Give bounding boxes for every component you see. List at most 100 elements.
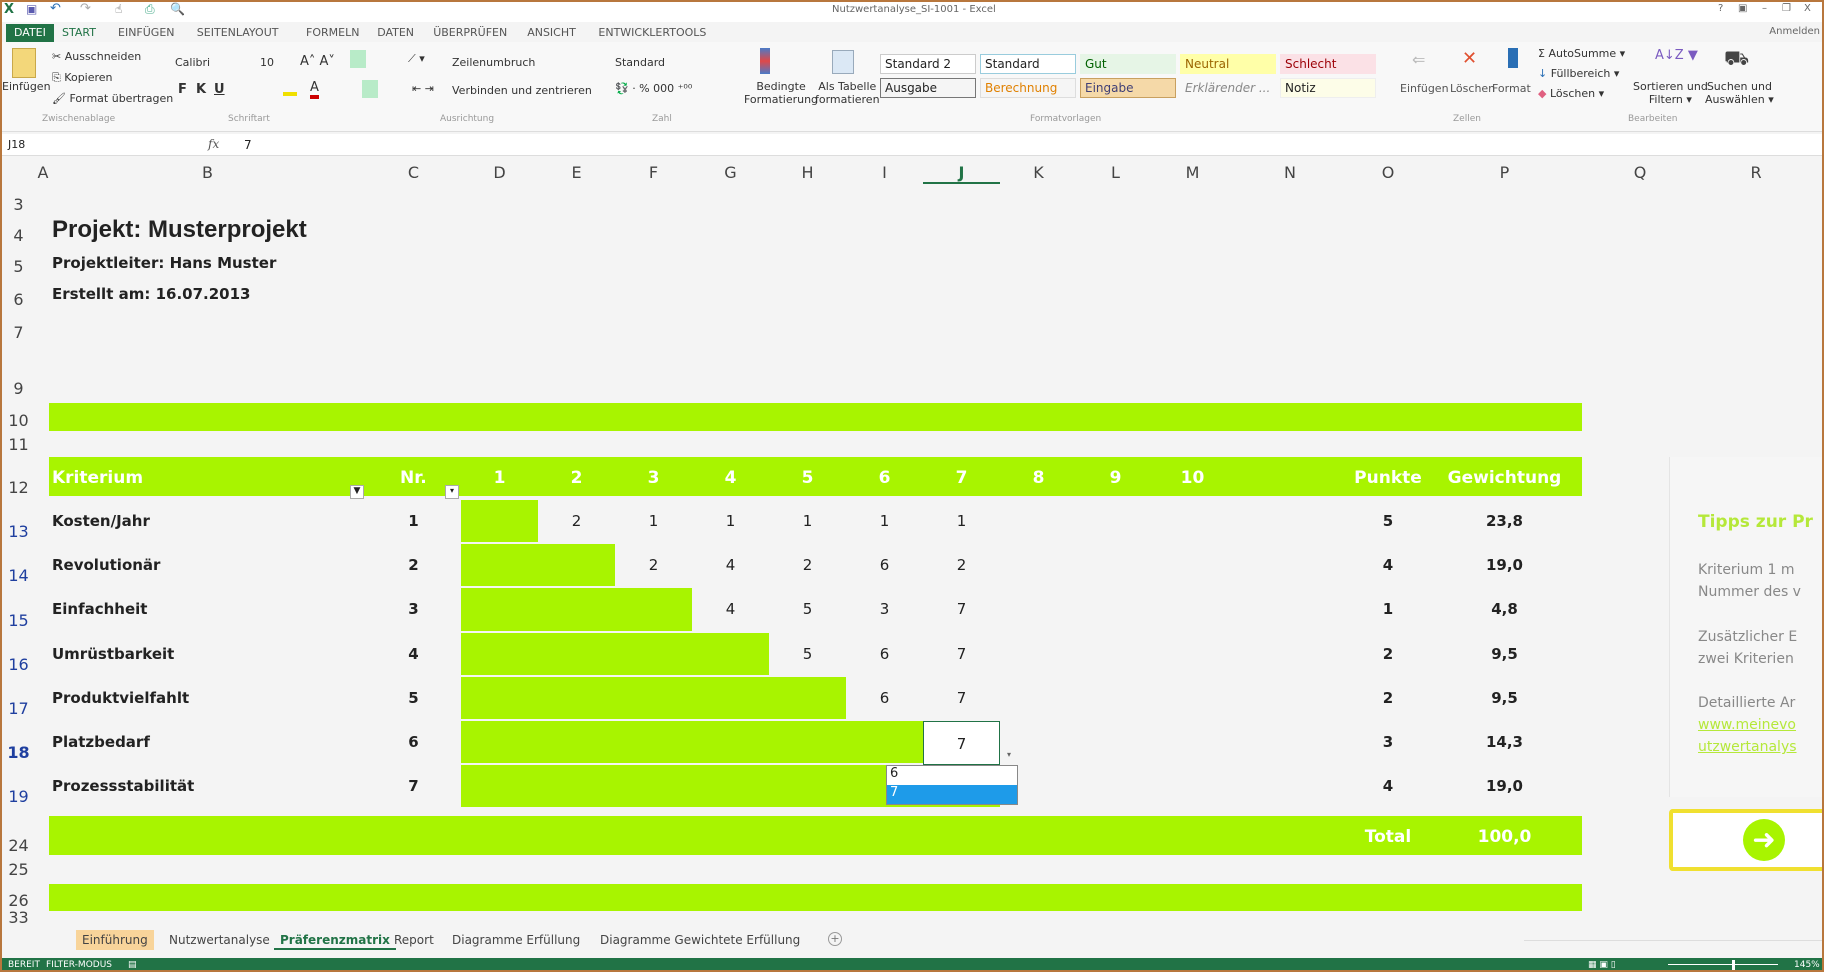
name-box[interactable]: J18 <box>8 138 26 151</box>
column-header-f[interactable]: F <box>648 163 659 182</box>
undo-icon[interactable]: ↶ <box>50 1 61 16</box>
clear-button[interactable]: ◆ Löschen ▾ <box>1538 87 1605 100</box>
column-header-a[interactable]: A <box>37 163 49 182</box>
tips-link[interactable]: utzwertanalys <box>1698 739 1797 755</box>
merge-center-button[interactable]: Verbinden und zentrieren <box>452 84 592 97</box>
font-size-select[interactable]: 10 <box>260 56 274 69</box>
ribbon-tab-start[interactable]: START <box>62 26 96 39</box>
fill-color-icon[interactable] <box>283 84 297 96</box>
ribbon-tab-ansicht[interactable]: ANSICHT <box>527 26 576 39</box>
format-as-table-button[interactable]: Als Tabelle formatieren <box>815 80 880 106</box>
autosum-button[interactable]: Σ AutoSumme ▾ <box>1538 47 1626 60</box>
maximize-button[interactable]: ❐ <box>1782 3 1791 14</box>
matrix-cell[interactable]: 3 <box>879 600 890 618</box>
column-header-j[interactable]: J <box>923 162 1000 184</box>
row-header-14[interactable]: 14 <box>8 566 29 585</box>
align-center-icon[interactable] <box>362 80 378 98</box>
row-header-16[interactable]: 16 <box>8 655 29 674</box>
matrix-cell[interactable]: 1 <box>725 512 736 530</box>
matrix-cell[interactable]: 7 <box>956 689 967 707</box>
column-header-b[interactable]: B <box>202 163 213 182</box>
matrix-cell[interactable]: 1 <box>802 512 813 530</box>
matrix-cell[interactable]: 7 <box>956 645 967 663</box>
column-header-i[interactable]: I <box>882 163 887 182</box>
delete-cells-button[interactable]: Löschen <box>1450 82 1496 95</box>
ribbon-tab-daten[interactable]: DATEN <box>377 26 415 39</box>
percent-button[interactable]: 💱 · % 000 ⁺⁰⁰ <box>615 82 693 95</box>
normal-view-icon[interactable]: ▦ ▣ ▯ <box>1588 960 1616 970</box>
column-header-g[interactable]: G <box>724 163 737 182</box>
cell-style-4[interactable]: Schlecht <box>1280 54 1376 74</box>
cell-style-3[interactable]: Neutral <box>1180 54 1276 74</box>
cell-style-1[interactable]: Standard <box>980 54 1076 74</box>
criterion-name[interactable]: Kosten/Jahr <box>52 512 150 530</box>
horizontal-scrollbar[interactable] <box>1524 940 1824 950</box>
align-middle-icon[interactable] <box>350 50 366 68</box>
row-header-5[interactable]: 5 <box>13 257 24 276</box>
selected-cell-j18[interactable]: 7 <box>923 721 1000 765</box>
row-header-19[interactable]: 19 <box>8 787 29 806</box>
row-header-25[interactable]: 25 <box>8 860 29 879</box>
matrix-cell[interactable]: 7 <box>956 600 967 618</box>
tips-link[interactable]: www.meinevo <box>1698 717 1796 733</box>
criterion-name[interactable]: Produktvielfahlt <box>52 689 190 707</box>
indent-icon[interactable]: ⇤ ⇥ <box>412 82 434 95</box>
matrix-cell[interactable]: 2 <box>956 556 967 574</box>
help-button[interactable]: ? <box>1718 3 1724 14</box>
criterion-name[interactable]: Revolutionär <box>52 556 161 574</box>
cell-style-2[interactable]: Gut <box>1080 54 1176 74</box>
column-header-l[interactable]: L <box>1111 163 1120 182</box>
preview-icon[interactable]: 🔍 <box>170 2 185 16</box>
matrix-cell[interactable]: 5 <box>802 645 813 663</box>
redo-icon[interactable]: ↷ <box>80 1 91 16</box>
ribbon-tab-einfügen[interactable]: EINFÜGEN <box>118 26 175 39</box>
print-icon[interactable]: ⎙ <box>145 2 155 16</box>
column-header-d[interactable]: D <box>493 163 506 182</box>
row-header-26[interactable]: 26 <box>8 891 29 910</box>
sheet-tab-4[interactable]: Diagramme Erfüllung <box>452 933 581 947</box>
column-header-n[interactable]: N <box>1284 163 1296 182</box>
row-header-12[interactable]: 12 <box>8 478 29 497</box>
row-header-6[interactable]: 6 <box>13 290 24 309</box>
sheet-tab-5[interactable]: Diagramme Gewichtete Erfüllung <box>600 933 801 947</box>
criterion-name[interactable]: Einfachheit <box>52 600 148 618</box>
orientation-icon[interactable]: ⟋ ▾ <box>408 52 425 65</box>
matrix-cell[interactable]: 2 <box>648 556 659 574</box>
cut-button[interactable]: ✂ Ausschneiden <box>52 50 142 63</box>
zoom-level[interactable]: 145% <box>1794 960 1820 970</box>
signin-link[interactable]: Anmelden <box>1769 26 1820 37</box>
column-header-e[interactable]: E <box>571 163 582 182</box>
paste-icon[interactable] <box>12 48 36 78</box>
close-button[interactable]: X <box>1804 3 1811 14</box>
zoom-slider[interactable] <box>1668 964 1778 965</box>
copy-button[interactable]: ⎘ Kopieren <box>52 71 113 84</box>
column-header-r[interactable]: R <box>1750 163 1762 182</box>
wrap-text-button[interactable]: Zeilenumbruch <box>452 56 536 69</box>
matrix-cell[interactable]: 1 <box>956 512 967 530</box>
sheet-tab-3[interactable]: Report <box>394 933 434 947</box>
row-header-15[interactable]: 15 <box>8 611 29 630</box>
touch-mode-icon[interactable]: ☝ <box>115 2 123 16</box>
italic-button[interactable]: K <box>196 82 207 97</box>
format-painter-button[interactable]: 🖌 Format übertragen <box>52 92 174 105</box>
column-header-h[interactable]: H <box>801 163 814 182</box>
sheet-tab-1[interactable]: Nutzwertanalyse <box>169 933 270 947</box>
zoom-slider-thumb[interactable] <box>1732 960 1735 970</box>
ribbon-tab-überprüfen[interactable]: ÜBERPRÜFEN <box>433 26 508 39</box>
cell-style-9[interactable]: Notiz <box>1280 78 1376 98</box>
row-header-33[interactable]: 33 <box>8 908 29 927</box>
column-header-p[interactable]: P <box>1499 163 1510 182</box>
cell-dropdown-arrow-icon[interactable]: ▾ <box>1006 750 1011 759</box>
column-header-k[interactable]: K <box>1033 163 1044 182</box>
fx-icon[interactable]: fx <box>208 137 220 151</box>
number-format-select[interactable]: Standard <box>615 56 666 69</box>
dropdown-option[interactable]: 7 <box>887 785 1017 804</box>
save-icon[interactable]: ▣ <box>26 2 38 16</box>
row-header-4[interactable]: 4 <box>13 226 24 245</box>
font-select[interactable]: Calibri <box>175 56 211 69</box>
matrix-cell[interactable]: 5 <box>802 600 813 618</box>
row-header-11[interactable]: 11 <box>8 435 29 454</box>
font-color-icon[interactable]: A <box>310 80 319 99</box>
ribbon-tab-formeln[interactable]: FORMELN <box>306 26 360 39</box>
